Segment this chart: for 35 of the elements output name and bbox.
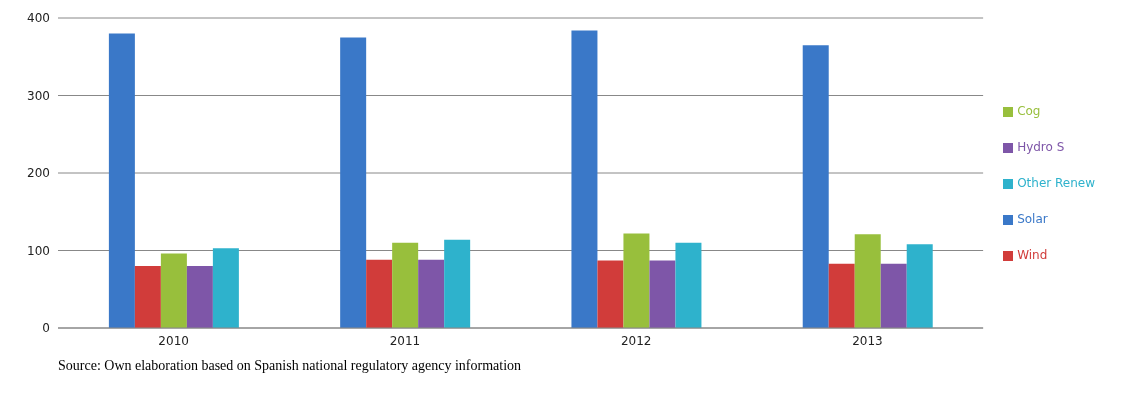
legend-label: Cog bbox=[1017, 104, 1041, 118]
bar bbox=[186, 266, 213, 328]
bar bbox=[160, 253, 187, 328]
legend-label: Hydro S bbox=[1017, 140, 1065, 154]
bar bbox=[418, 259, 445, 328]
bar bbox=[108, 33, 135, 328]
x-tick-label: 2013 bbox=[852, 333, 883, 348]
bar bbox=[571, 30, 598, 328]
bar bbox=[366, 259, 393, 328]
bar bbox=[134, 266, 161, 328]
bar bbox=[880, 263, 907, 328]
legend-label: Solar bbox=[1017, 212, 1048, 226]
y-tick-label: 400 bbox=[27, 11, 50, 26]
y-tick-label: 0 bbox=[42, 321, 50, 336]
bar bbox=[906, 244, 933, 328]
bar bbox=[392, 242, 419, 328]
legend-label: Wind bbox=[1017, 248, 1048, 262]
x-tick-label: 2012 bbox=[620, 333, 652, 348]
bar bbox=[675, 242, 702, 328]
legend-label: Other Renew bbox=[1017, 176, 1095, 190]
y-tick-label: 300 bbox=[27, 88, 50, 103]
source-note: Source: Own elaboration based on Spanish national regulatory agency information bbox=[57, 358, 523, 374]
bar bbox=[444, 239, 471, 328]
y-tick-label: 100 bbox=[27, 243, 50, 258]
bar bbox=[597, 260, 624, 328]
bar bbox=[828, 263, 855, 328]
bar bbox=[854, 234, 881, 328]
bar bbox=[802, 45, 829, 328]
bar bbox=[212, 248, 239, 328]
bar bbox=[623, 233, 650, 328]
y-tick-label: 200 bbox=[27, 166, 50, 181]
bar bbox=[649, 260, 676, 328]
x-tick-label: 2010 bbox=[158, 333, 189, 348]
x-tick-label: 2011 bbox=[389, 333, 421, 348]
bar bbox=[340, 37, 367, 328]
